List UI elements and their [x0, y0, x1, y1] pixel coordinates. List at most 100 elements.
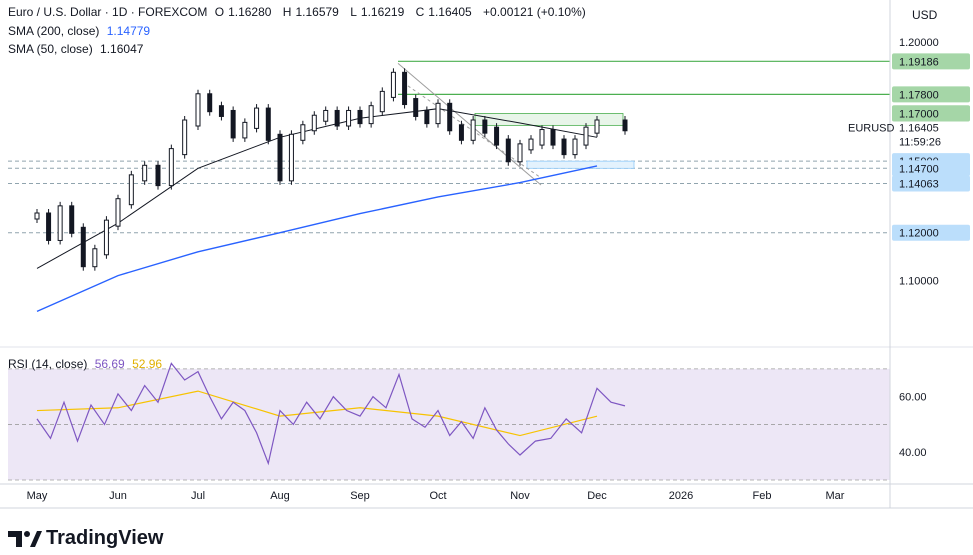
candle-body — [195, 93, 201, 127]
time-tick-label: Nov — [510, 490, 530, 502]
last-symbol-label: EURUSD — [848, 123, 895, 135]
rsi-tick-label: 40.00 — [899, 447, 927, 459]
candle-body — [470, 119, 476, 141]
countdown-label: 11:59:26 — [899, 137, 941, 149]
time-axis[interactable]: May Jun Jul Aug Sep Oct Nov Dec 2026 Feb Mar — [0, 483, 973, 509]
candle-body — [80, 226, 86, 268]
candle-body — [458, 124, 464, 141]
price-tick-label: 1.20000 — [899, 37, 939, 49]
candle-body — [218, 105, 224, 117]
candle-body — [142, 164, 148, 182]
time-tick-label: Oct — [429, 490, 446, 502]
rsi-value: 56.69 — [94, 357, 125, 371]
high-value: 1.16579 — [295, 5, 339, 19]
low-label: L — [350, 5, 357, 19]
open-label: O — [214, 5, 225, 19]
candle-body — [550, 129, 556, 146]
level-label: 1.14700 — [899, 163, 939, 175]
level-label: 1.17000 — [899, 108, 939, 120]
support-zone — [526, 160, 635, 169]
level-label-box — [892, 175, 970, 192]
low-value: 1.16219 — [360, 5, 405, 19]
candle-body — [583, 126, 589, 146]
channel-upper-line — [397, 63, 542, 186]
resistance-zone — [474, 113, 624, 126]
price-axis[interactable]: USD1.200001.100001.191861.178001.170081.… — [848, 0, 970, 508]
candle-body — [300, 124, 306, 141]
sma50-value: 1.16047 — [100, 42, 144, 56]
candle-body — [435, 102, 441, 125]
time-tick-label: Sep — [350, 490, 370, 502]
sma50-path — [36, 108, 598, 269]
level-label: 1.12000 — [899, 228, 939, 240]
candle-body — [230, 109, 236, 139]
candle-body — [346, 109, 352, 127]
candle-body — [182, 119, 188, 156]
candle-body — [482, 119, 488, 134]
level-label-box — [892, 105, 970, 122]
close-value: 1.16405 — [428, 5, 472, 19]
candle-body — [103, 219, 109, 256]
time-tick-label: Jul — [191, 490, 205, 502]
level-label: 1.19186 — [899, 56, 939, 68]
candle-body — [57, 205, 63, 241]
candle-body — [368, 105, 374, 125]
symbol-legend: Euro / U.S. Dollar · 1D · FOREXCOM O 1.16… — [8, 5, 590, 19]
rsi-pane — [0, 346, 973, 481]
candle-body — [288, 133, 294, 182]
candle-body — [207, 93, 213, 113]
rsi-legend[interactable]: RSI (14, close) 56.69 52.96 — [8, 357, 166, 371]
rsi-tick-label: 60.00 — [899, 392, 927, 404]
candle-body — [539, 129, 545, 146]
horizontal-levels — [8, 60, 890, 234]
rsi-line — [36, 362, 626, 466]
level-label: 1.14063 — [899, 178, 939, 190]
tradingview-icon — [8, 530, 42, 547]
time-tick-label: Feb — [753, 490, 772, 502]
candle-body — [402, 71, 408, 106]
brand-name: TradingView — [46, 527, 164, 549]
candle-body — [311, 114, 317, 132]
price-tick-label: 1.10000 — [899, 275, 939, 287]
candle-body — [572, 138, 578, 156]
candle-body — [115, 198, 121, 227]
sma200-path — [36, 165, 598, 313]
candle-body — [517, 143, 523, 163]
change-value: +0.00121 (+0.10%) — [483, 5, 586, 19]
candle-body — [379, 90, 385, 113]
close-label: C — [415, 5, 425, 19]
level-label-box — [892, 160, 970, 177]
sma50-line — [36, 108, 598, 269]
sma200-value: 1.14779 — [106, 24, 151, 38]
currency-label[interactable]: USD — [912, 8, 938, 22]
candle-body — [277, 133, 283, 182]
candle-body — [561, 138, 567, 156]
open-value: 1.16280 — [228, 5, 272, 19]
candle-body — [92, 248, 98, 268]
sma50-legend[interactable]: SMA (50, close) 1.16047 — [8, 42, 147, 56]
tradingview-logo[interactable]: TradingView — [8, 527, 163, 550]
sma200-line — [36, 165, 598, 313]
candle-body — [254, 107, 260, 129]
candle-body — [265, 107, 271, 141]
time-tick-label: Jun — [109, 490, 127, 502]
candle-body — [155, 164, 161, 187]
rsi-ma-value: 52.96 — [132, 357, 163, 371]
candle-body — [447, 102, 453, 132]
candle-body — [494, 126, 500, 146]
candle-body — [323, 109, 329, 122]
level-label-box — [892, 53, 970, 70]
level-label-box — [892, 224, 970, 241]
candle-body — [413, 98, 419, 117]
price-series — [34, 68, 628, 271]
sma200-legend[interactable]: SMA (200, close) 1.14779 — [8, 24, 154, 38]
last-price-label: 1.16405 — [899, 123, 939, 135]
candle-body — [424, 109, 430, 125]
level-label: 1.17800 — [899, 89, 939, 101]
candle-body — [528, 138, 534, 151]
symbol-title[interactable]: Euro / U.S. Dollar · 1D · FOREXCOM — [8, 5, 208, 19]
time-tick-label: Dec — [587, 490, 607, 502]
candle-body — [622, 119, 628, 132]
candle-body — [168, 148, 174, 187]
